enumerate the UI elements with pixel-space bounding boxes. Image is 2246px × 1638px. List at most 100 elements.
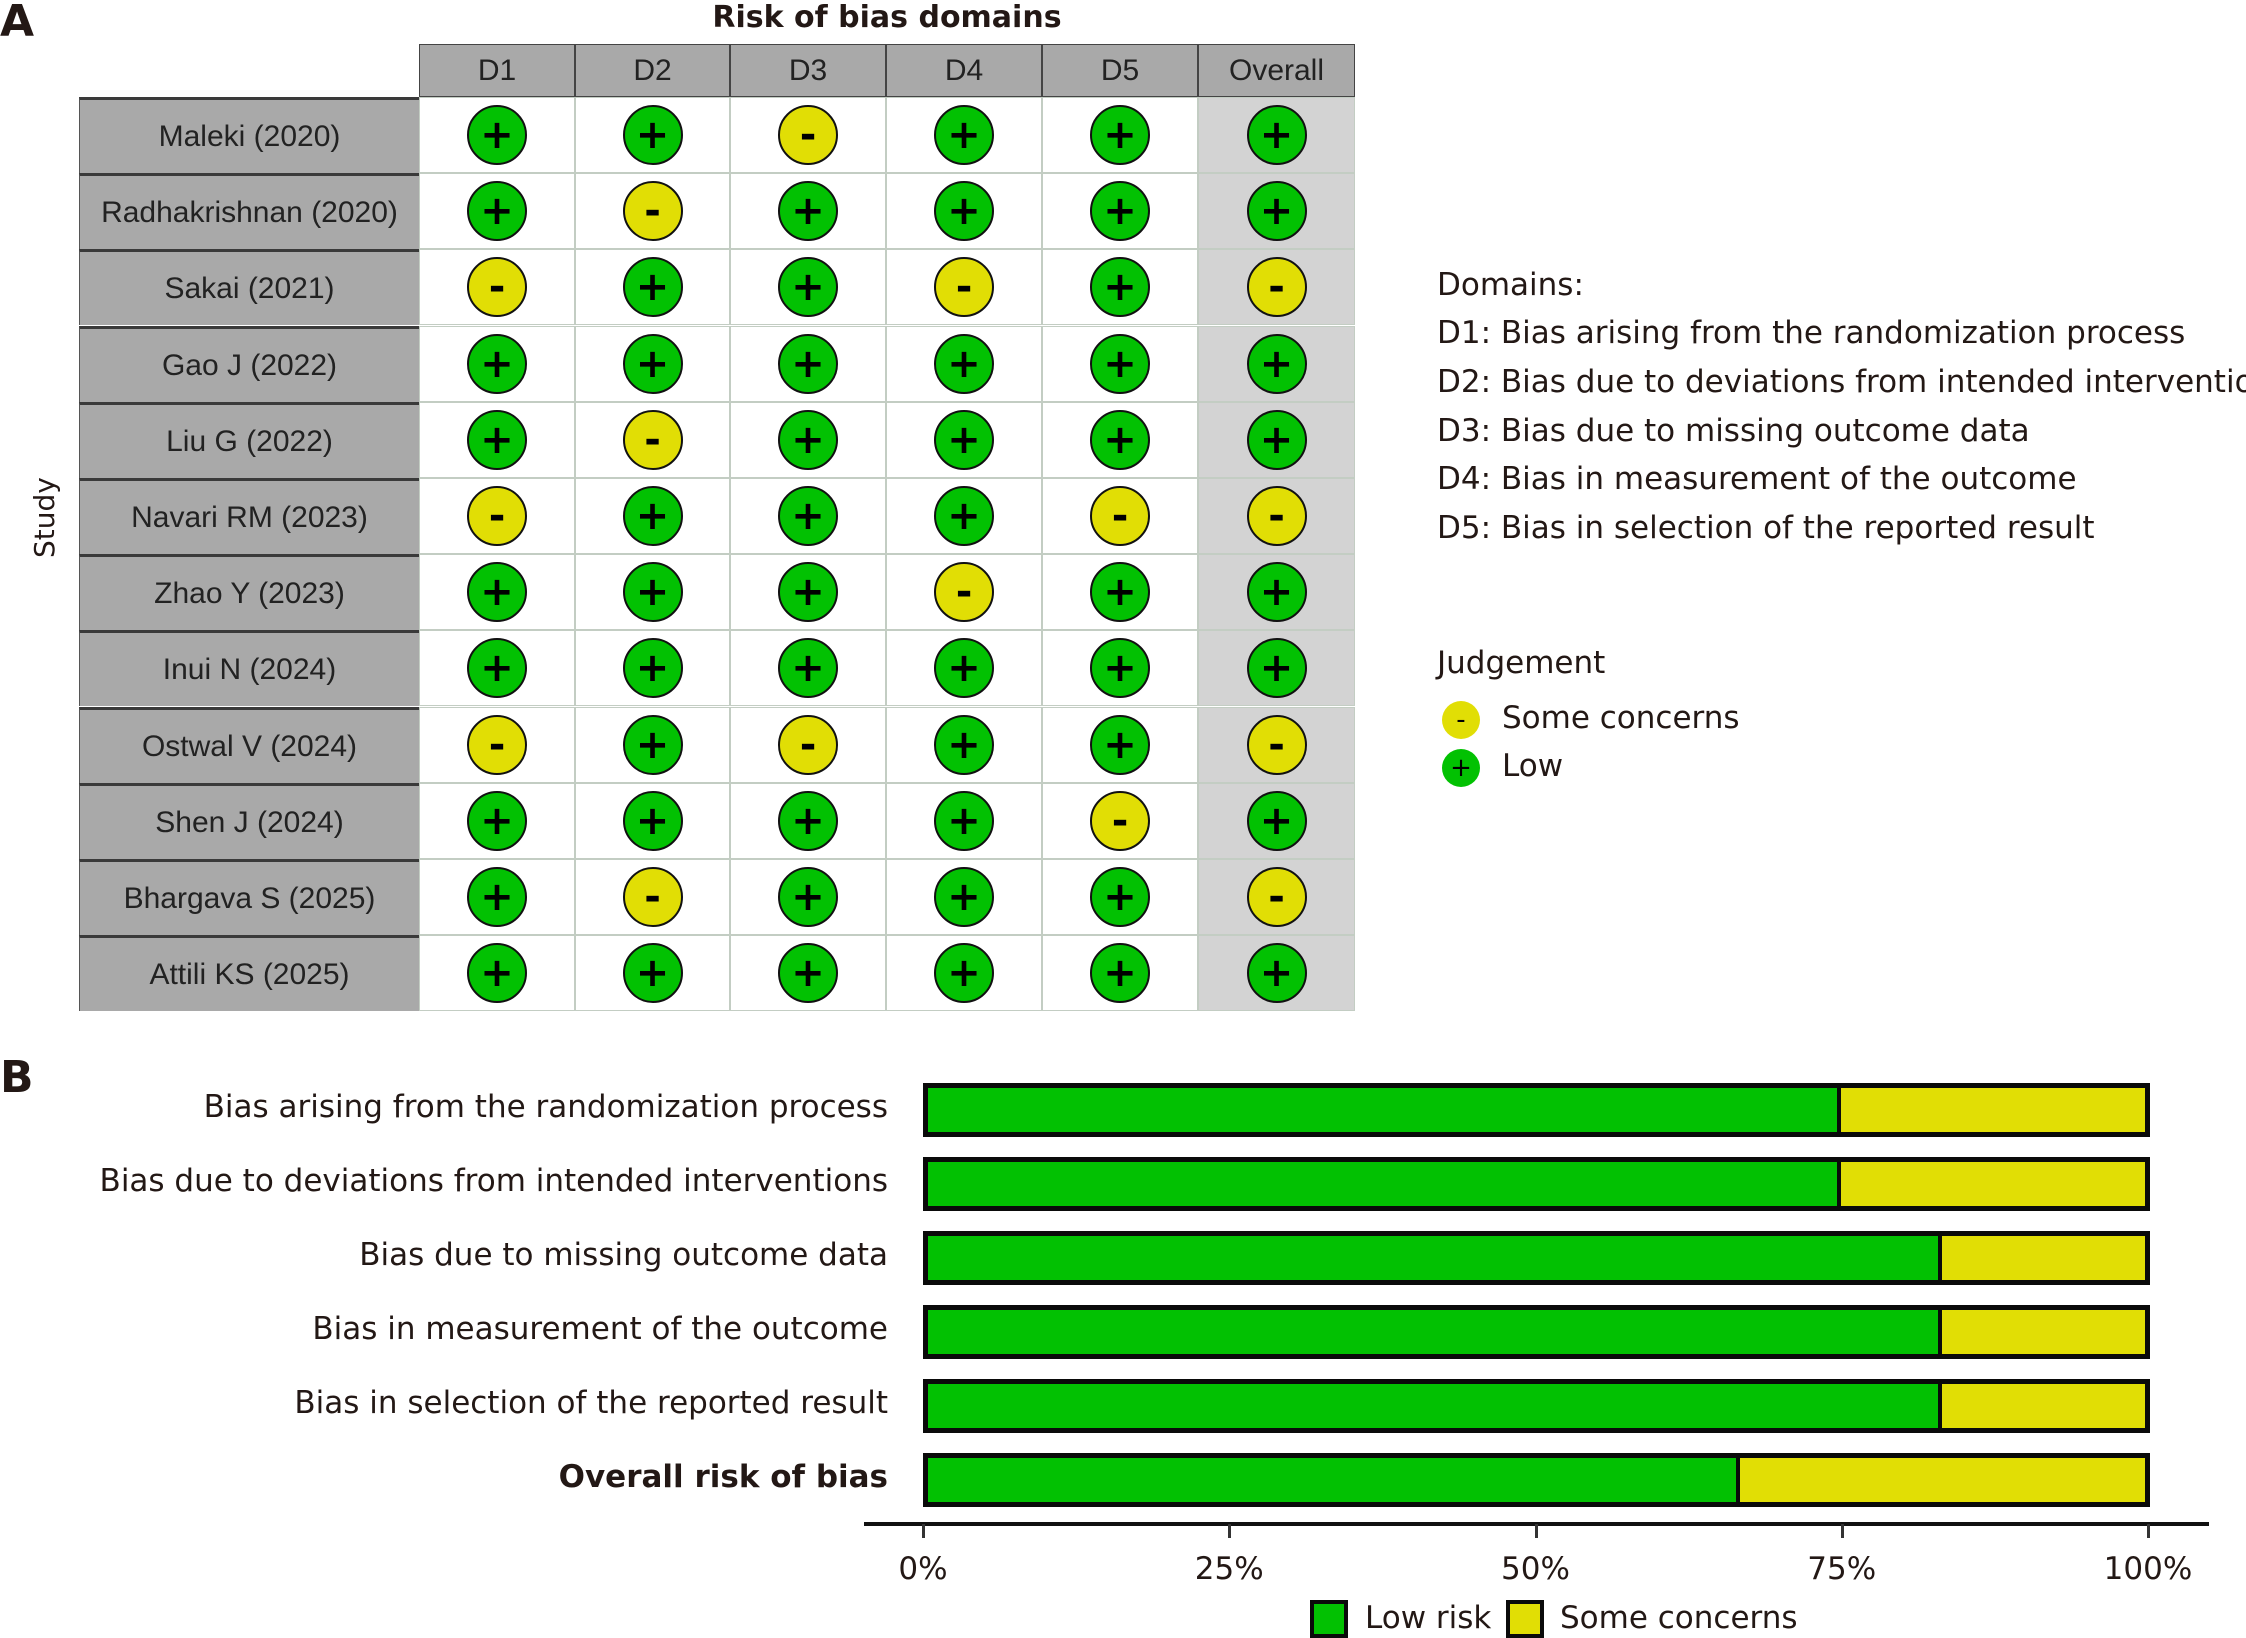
low-risk-plus-icon: + <box>1246 562 1307 622</box>
x-axis-tick <box>922 1524 925 1538</box>
some-concerns-minus-icon: - <box>467 715 527 775</box>
judgement-cell: + <box>1042 326 1198 402</box>
bar-category-label: Bias due to missing outcome data <box>359 1237 888 1273</box>
low-risk-plus-icon: + <box>1246 943 1307 1003</box>
low-risk-plus-icon: + <box>1090 410 1150 470</box>
judgement-cell: + <box>730 783 886 859</box>
some-concerns-legend-icon: - <box>1442 701 1480 739</box>
judgement-cell: + <box>575 326 730 402</box>
study-label: Shen J (2024) <box>79 783 419 859</box>
judgement-cell: + <box>730 249 886 325</box>
low-risk-segment <box>928 1162 1841 1206</box>
low-risk-plus-icon: + <box>467 791 527 851</box>
some-concerns-minus-icon: - <box>467 486 527 546</box>
low-risk-plus-icon: + <box>778 334 838 394</box>
x-axis-tick-label: 25% <box>1194 1551 1264 1587</box>
stacked-bar <box>923 1453 2150 1507</box>
judgement-cell: + <box>886 783 1042 859</box>
low-risk-plus-icon: + <box>934 105 994 165</box>
low-risk-plus-icon: + <box>934 638 994 698</box>
judgement-cell: + <box>1042 935 1198 1011</box>
judgement-cell: + <box>730 859 886 935</box>
stacked-bar <box>923 1083 2150 1137</box>
column-header-d2: D2 <box>575 44 730 97</box>
judgement-cell: - <box>575 173 730 249</box>
low-risk-plus-icon: + <box>1246 181 1307 241</box>
bar-category-label: Bias arising from the randomization proc… <box>203 1089 888 1125</box>
judgement-cell: + <box>886 478 1042 554</box>
column-header-d3: D3 <box>730 44 886 97</box>
judgement-cell: + <box>1042 859 1198 935</box>
low-risk-segment <box>928 1384 1942 1428</box>
column-header-d1: D1 <box>419 44 575 97</box>
judgement-cell: + <box>1198 173 1355 249</box>
x-axis-tick-label: 75% <box>1807 1551 1877 1587</box>
judgement-cell: + <box>1042 630 1198 706</box>
judgement-cell: + <box>419 630 575 706</box>
some-concerns-segment <box>1739 1458 2145 1502</box>
study-label: Bhargava S (2025) <box>79 859 419 935</box>
judgement-cell: + <box>575 554 730 630</box>
judgement-cell: + <box>575 630 730 706</box>
judgement-cell: + <box>419 935 575 1011</box>
domain-d4-description: D4: Bias in measurement of the outcome <box>1437 461 2077 497</box>
judgement-cell: + <box>575 478 730 554</box>
low-risk-plus-icon: + <box>467 181 527 241</box>
some-concerns-minus-icon: - <box>1090 791 1150 851</box>
low-risk-plus-icon: + <box>1246 410 1307 470</box>
judgement-cell: - <box>1042 783 1198 859</box>
judgement-cell: + <box>575 935 730 1011</box>
study-label: Radhakrishnan (2020) <box>79 173 419 249</box>
panel-a-title: Risk of bias domains <box>712 0 1062 35</box>
judgement-cell: + <box>1198 402 1355 478</box>
x-axis-tick <box>1228 1524 1232 1538</box>
judgement-cell: + <box>1198 783 1355 859</box>
low-risk-plus-icon: + <box>934 334 994 394</box>
judgement-cell: + <box>1042 249 1198 325</box>
low-risk-plus-icon: + <box>1090 715 1150 775</box>
low-risk-segment <box>928 1458 1740 1502</box>
judgement-cell: + <box>419 402 575 478</box>
low-risk-segment <box>928 1236 1942 1280</box>
judgement-cell: + <box>886 173 1042 249</box>
low-legend-icon: + <box>1442 749 1480 787</box>
some-concerns-minus-icon: - <box>1246 486 1307 546</box>
low-risk-plus-icon: + <box>467 410 527 470</box>
low-risk-plus-icon: + <box>1090 334 1150 394</box>
low-risk-plus-icon: + <box>622 943 683 1003</box>
low-risk-plus-icon: + <box>778 791 838 851</box>
low-risk-plus-icon: + <box>1246 638 1307 698</box>
column-header-d5: D5 <box>1042 44 1198 97</box>
domain-d5-description: D5: Bias in selection of the reported re… <box>1437 510 2095 546</box>
low-risk-plus-icon: + <box>622 715 683 775</box>
some-concerns-minus-icon: - <box>1246 257 1307 317</box>
low-risk-segment <box>928 1088 1841 1132</box>
low-risk-plus-icon: + <box>778 257 838 317</box>
low-risk-plus-icon: + <box>1090 638 1150 698</box>
judgement-cell: + <box>1042 97 1198 173</box>
some-concerns-minus-icon: - <box>622 867 683 927</box>
domains-legend-title: Domains: <box>1437 267 1584 303</box>
judgement-cell: - <box>1198 478 1355 554</box>
low-risk-plus-icon: + <box>622 791 683 851</box>
study-label: Gao J (2022) <box>79 326 419 402</box>
judgement-cell: - <box>419 249 575 325</box>
study-label: Liu G (2022) <box>79 402 419 478</box>
low-risk-plus-icon: + <box>778 867 838 927</box>
low-risk-plus-icon: + <box>1246 334 1307 394</box>
low-risk-plus-icon: + <box>622 257 683 317</box>
judgement-cell: + <box>886 402 1042 478</box>
low-legend-label: Low <box>1502 748 1564 784</box>
judgement-legend-title: Judgement <box>1437 645 1606 681</box>
low-risk-plus-icon: + <box>467 943 527 1003</box>
low-risk-segment <box>928 1310 1942 1354</box>
low-risk-plus-icon: + <box>778 638 838 698</box>
bar-category-label: Bias in measurement of the outcome <box>312 1311 888 1347</box>
column-header-overall: Overall <box>1198 44 1355 97</box>
low-risk-plus-icon: + <box>934 715 994 775</box>
judgement-cell: + <box>1042 402 1198 478</box>
judgement-cell: - <box>419 478 575 554</box>
panel-a-letter: A <box>0 0 35 47</box>
study-label: Maleki (2020) <box>79 97 419 173</box>
low-risk-plus-icon: + <box>934 867 994 927</box>
